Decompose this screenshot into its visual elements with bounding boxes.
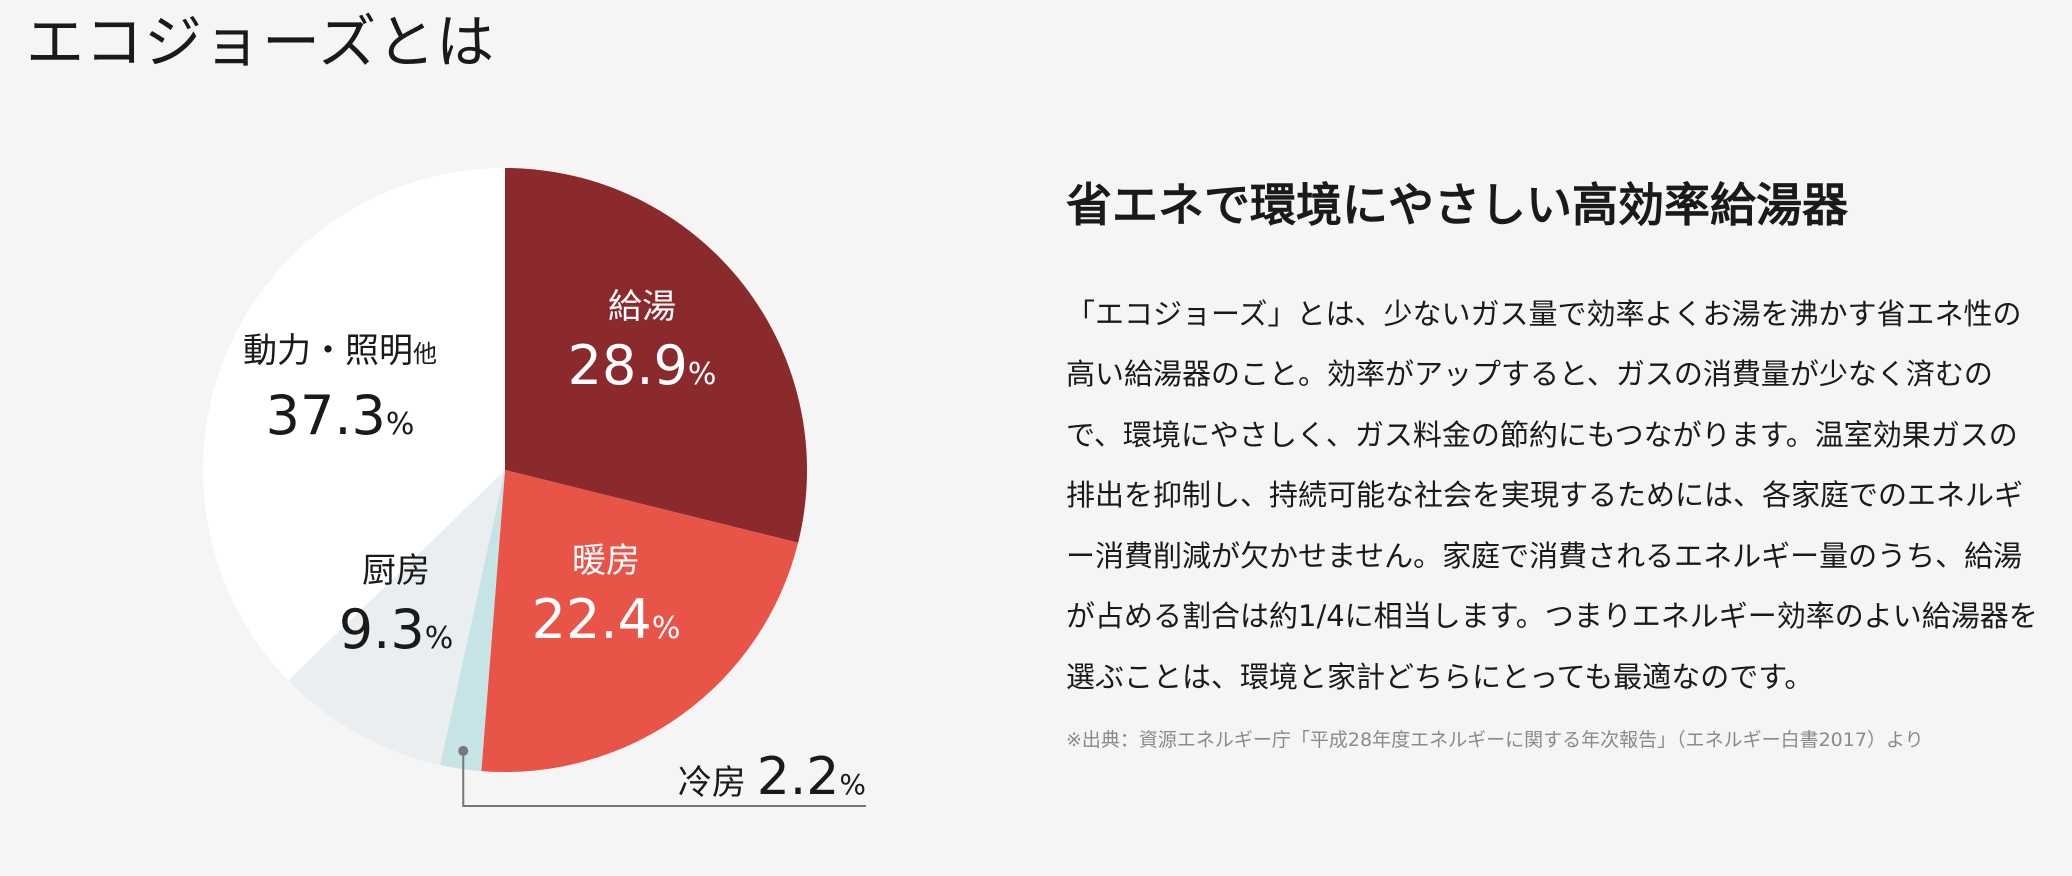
section-heading: 省エネで環境にやさしい高効率給湯器 [1066, 178, 1848, 232]
slice-name-label: 暖房 [572, 541, 640, 581]
description-text: 「エコジョーズ」とは、少ないガス量で効率よくお湯を沸かす省エネ性の高い給湯器のこ… [1066, 296, 2038, 694]
pie-slice-3 [440, 470, 505, 772]
leader-dot [458, 745, 469, 756]
slice-label-2: 暖房 22.4% [532, 541, 681, 651]
leader-line [462, 750, 866, 807]
pie-slice-2 [481, 470, 799, 772]
slice-value-label: 9.3% [339, 598, 453, 661]
slice-label-3: 冷房 2.2% [678, 747, 866, 807]
slice-name-label: 給湯 [608, 287, 676, 327]
source-note: ※出典：資源エネルギー庁「平成28年度エネルギーに関する年次報告」（エネルギー白… [1066, 729, 1924, 752]
pie-slice-5 [202, 167, 506, 681]
description-section: 省エネで環境にやさしい高効率給湯器 「エコジョーズ」とは、少ないガス量で効率よく… [1066, 176, 2042, 752]
slice-label-1: 給湯 28.9% [568, 287, 717, 397]
page-title: エコジョーズとは [26, 8, 496, 76]
slice-external-label: 冷房 2.2% [678, 747, 866, 807]
pie-slice-4 [288, 470, 505, 765]
slice-value-label: 37.3% [266, 384, 415, 447]
slice-value-label: 28.9% [568, 334, 717, 397]
slice-name-label: 動力・照明他 [243, 331, 437, 371]
slice-label-4: 厨房 9.3% [339, 551, 453, 661]
slice-name-label: 厨房 [362, 551, 430, 591]
pie-chart: 給湯 28.9% 暖房 22.4% 厨房 9.3% 動力・照明他 37.3% 冷房 2.2% [202, 167, 866, 807]
pie-slice-1 [505, 168, 807, 543]
pie-chart-area: 給湯 28.9% 暖房 22.4% 厨房 9.3% 動力・照明他 37.3% 冷房 2.2% [0, 0, 1000, 876]
slice-label-5: 動力・照明他 37.3% [243, 331, 437, 447]
slice-value-label: 22.4% [532, 588, 681, 651]
